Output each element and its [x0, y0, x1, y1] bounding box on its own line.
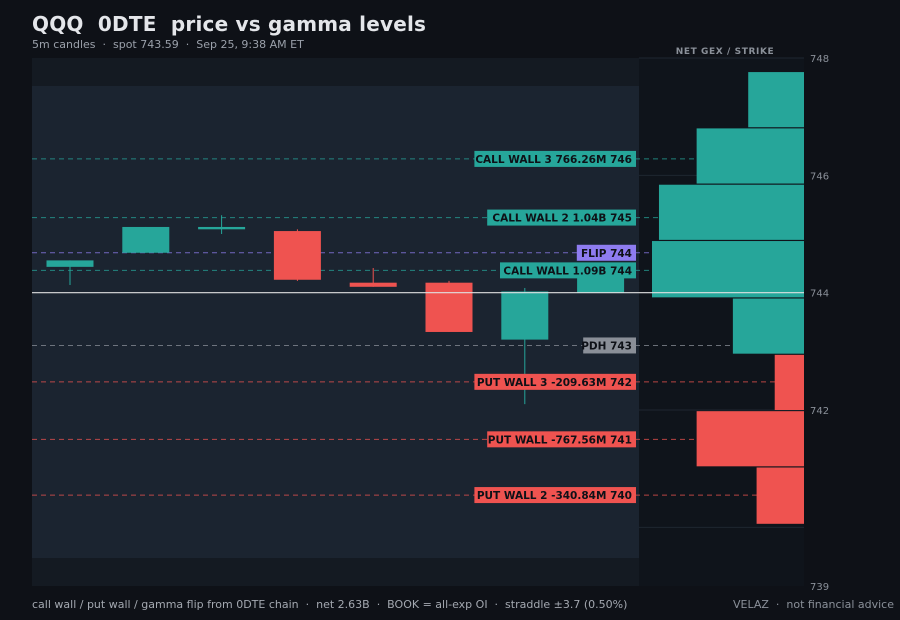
- level-label-box: [487, 209, 636, 226]
- gex-bar: [658, 184, 804, 240]
- y-tick-label: 748: [810, 54, 829, 65]
- gex-bar: [756, 467, 804, 524]
- footer-note: call wall / put wall / gamma flip from 0…: [32, 598, 628, 611]
- candle-body: [425, 282, 473, 332]
- candle-body: [46, 260, 94, 267]
- footer-credit: VELAZ · not financial advice: [732, 598, 894, 611]
- level-label-box: [474, 487, 636, 504]
- y-tick-label: 744: [810, 289, 829, 300]
- candle-body: [577, 275, 625, 293]
- gex-bar: [652, 241, 804, 298]
- level-label: FLIP 744: [581, 248, 632, 260]
- gex-bar: [774, 354, 804, 410]
- level-label-box: [576, 244, 636, 261]
- gex-bar: [696, 411, 804, 467]
- level-label: CALL WALL 2 1.04B 745: [492, 213, 632, 225]
- candle-body: [122, 226, 170, 253]
- y-tick-label: 739: [810, 582, 829, 593]
- level-label-box: [474, 373, 636, 390]
- y-tick-label: 746: [810, 171, 829, 182]
- gex-panel-title: NET GEX / STRIKE: [676, 47, 775, 57]
- chart-title: QQQ 0DTE price vs gamma levels: [32, 12, 427, 36]
- level-label: PUT WALL -767.56M 741: [488, 434, 632, 446]
- level-label-box: [583, 337, 636, 354]
- level-label-box: [487, 431, 636, 448]
- candle-body: [501, 291, 549, 340]
- level-label: CALL WALL 3 766.26M 746: [475, 154, 632, 166]
- chart-subtitle: 5m candles · spot 743.59 · Sep 25, 9:38 …: [32, 38, 304, 51]
- gex-bar: [732, 298, 804, 354]
- y-tick-label: 742: [810, 406, 829, 417]
- candle-body: [273, 231, 321, 280]
- level-label: CALL WALL 1.09B 744: [503, 265, 632, 277]
- level-label: PUT WALL 2 -340.84M 740: [477, 490, 632, 502]
- candle-body: [198, 226, 246, 230]
- level-label: PDH 743: [581, 340, 632, 352]
- level-label-box: [500, 262, 636, 279]
- gex-bar: [696, 128, 804, 184]
- candle-body: [349, 282, 397, 287]
- gex-bar: [748, 72, 804, 128]
- level-label-box: [474, 150, 636, 167]
- level-label: PUT WALL 3 -209.63M 742: [477, 377, 632, 389]
